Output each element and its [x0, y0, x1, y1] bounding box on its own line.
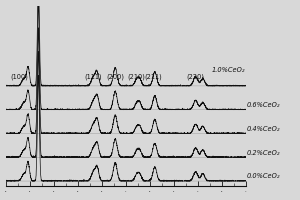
Text: (100): (100): [10, 73, 28, 80]
Text: 0.6%CeO₂: 0.6%CeO₂: [247, 102, 280, 108]
Text: 1.0%CeO₂: 1.0%CeO₂: [211, 67, 245, 73]
Text: 0.4%CeO₂: 0.4%CeO₂: [247, 126, 280, 132]
Text: 0.0%CeO₂: 0.0%CeO₂: [247, 173, 280, 179]
Text: (210): (210): [128, 73, 146, 80]
Text: 0.2%CeO₂: 0.2%CeO₂: [247, 150, 280, 156]
Text: (111): (111): [85, 73, 102, 80]
Text: (211): (211): [145, 73, 163, 80]
Text: (200): (200): [106, 73, 124, 80]
Text: (220): (220): [187, 73, 205, 80]
